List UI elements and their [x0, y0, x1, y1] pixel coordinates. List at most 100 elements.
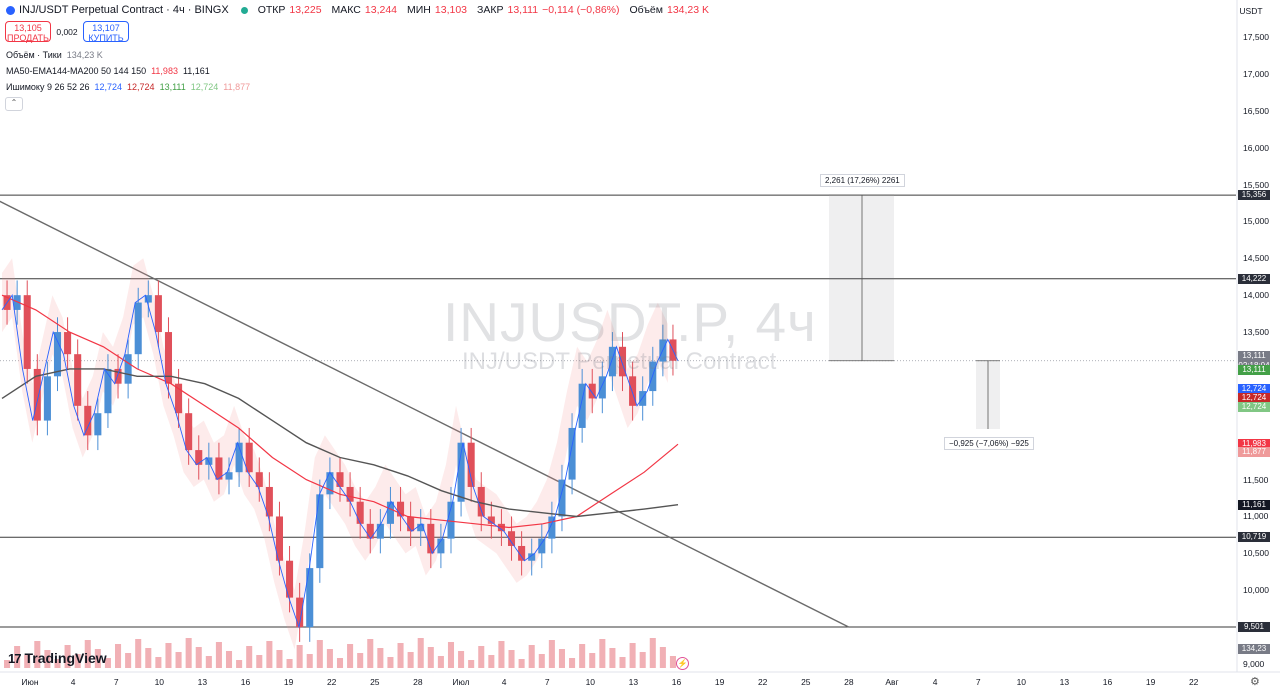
indicator-ichimoku-value-2: 12,724 [127, 82, 155, 92]
time-tick-label: 19 [714, 677, 725, 687]
volume-bar [135, 639, 142, 668]
open-label: ОТКР [257, 4, 286, 16]
measure-up-area [829, 195, 894, 361]
volume-bar [185, 638, 192, 668]
volume-bar [155, 657, 162, 668]
price-tick-label: 11,500 [1243, 474, 1269, 485]
candle-body [134, 302, 142, 355]
indicator-ichimoku-value-3: 13,111 [159, 82, 186, 92]
time-tick-label: 25 [370, 677, 380, 687]
price-axis-label: 11,877 [1238, 446, 1270, 457]
candle-body [326, 472, 334, 495]
sell-button[interactable]: 13,105 ПРОДАТЬ [5, 21, 51, 43]
time-tick-label: 4 [501, 677, 507, 687]
open-value: 13,225 [289, 4, 322, 16]
volume-bar [14, 646, 21, 668]
volume-bar [54, 659, 61, 668]
indicator-ma[interactable]: MA50-EMA144-MA200 50 144 150 11,983 11,161 [6, 66, 215, 76]
trade-buttons: 13,105 ПРОДАТЬ 0,002 13,107 КУПИТЬ [5, 21, 129, 43]
candle-body [558, 479, 566, 517]
currency-selector[interactable]: USDT [1239, 6, 1263, 16]
indicator-ichimoku[interactable]: Ишимоку 9 26 52 26 12,724 12,724 13,111 12,7… [6, 82, 255, 92]
time-tick-label: 7 [544, 677, 550, 687]
indicator-volume[interactable]: Объём · Тики 134,23 K [6, 50, 108, 60]
candle-body [538, 538, 546, 554]
price-tick-label: 14,500 [1243, 253, 1269, 264]
high-label: МАКС [331, 4, 361, 16]
buy-price: 13,107 [92, 23, 120, 33]
time-tick-label: 7 [113, 677, 119, 687]
volume-bar [488, 655, 495, 668]
price-tick-label: 10,000 [1243, 585, 1269, 596]
volume-bar [407, 652, 414, 668]
price-tick-label: 16,000 [1243, 142, 1269, 153]
candle-body [528, 553, 536, 561]
tradingview-logo: 17 TradingView [8, 650, 107, 666]
candle-body [507, 531, 516, 546]
time-tick-label: 10 [1016, 677, 1027, 687]
price-tick-label: 16,500 [1243, 105, 1269, 116]
candle-body [588, 383, 596, 399]
volume-bar [256, 655, 263, 668]
volume-bar [498, 641, 505, 668]
candle-body [94, 413, 102, 436]
volume-bar [518, 659, 525, 668]
symbol-title[interactable]: INJ/USDT Perpetual Contract · 4ч · BINGX [19, 4, 229, 16]
volume-bar [478, 646, 485, 668]
time-tick-label: 13 [1059, 677, 1070, 687]
volume-bar [225, 651, 233, 668]
volume-bar [528, 645, 535, 668]
indicator-volume-name: Объём · Тики [6, 50, 62, 60]
indicator-ichimoku-value-1: 12,724 [94, 82, 123, 92]
close-value: 13,111 [507, 4, 539, 16]
candle-body [417, 523, 425, 532]
candle-body [164, 332, 173, 384]
time-tick-label: Июл [452, 677, 470, 687]
indicator-ma-value-1: 11,983 [151, 66, 178, 76]
candle-body [447, 501, 455, 539]
candle-body [53, 332, 62, 377]
candle-body [457, 442, 465, 502]
volume-bar [458, 651, 465, 668]
candle-body [497, 523, 505, 532]
candle-body [33, 368, 41, 421]
candle-body [84, 405, 92, 436]
volume-bar [599, 639, 606, 668]
ma50-line [1, 294, 679, 529]
volume-bar [347, 644, 354, 668]
candle-body [175, 383, 183, 414]
volume-bar [246, 646, 253, 668]
volume-label: Объём [629, 4, 663, 16]
candle-body [356, 501, 364, 524]
volume-bar [427, 647, 434, 668]
candle-body [23, 295, 31, 369]
candle-body [255, 472, 263, 487]
volume-bar [34, 641, 41, 668]
candle-body [568, 427, 576, 480]
volume-bar [326, 649, 333, 668]
settings-gear-icon[interactable]: ⚙ [1250, 676, 1260, 688]
volume-bar [145, 648, 152, 668]
collapse-legend-button[interactable]: ⌃ [5, 97, 23, 111]
buy-button[interactable]: 13,107 КУПИТЬ [83, 21, 129, 43]
candle-body [346, 486, 354, 502]
candle-body [154, 295, 162, 333]
volume-bar [266, 641, 273, 668]
time-tick-label: 22 [326, 677, 337, 687]
lightning-icon[interactable]: ⚡ [676, 657, 689, 670]
candle-body [608, 346, 616, 377]
time-tick-label: 19 [1145, 677, 1156, 687]
price-axis-label: 12,724 [1238, 393, 1270, 404]
volume-bar [44, 650, 51, 668]
candle-body [245, 442, 253, 473]
time-tick-label: 28 [844, 677, 854, 687]
candle-body [74, 354, 82, 406]
market-status-icon [240, 6, 248, 14]
candle-body [336, 472, 344, 487]
volume-bar [558, 649, 565, 668]
ma200-line [1, 368, 679, 518]
volume-bar [165, 643, 172, 668]
volume-bar [569, 658, 576, 668]
candle-body [296, 597, 304, 628]
